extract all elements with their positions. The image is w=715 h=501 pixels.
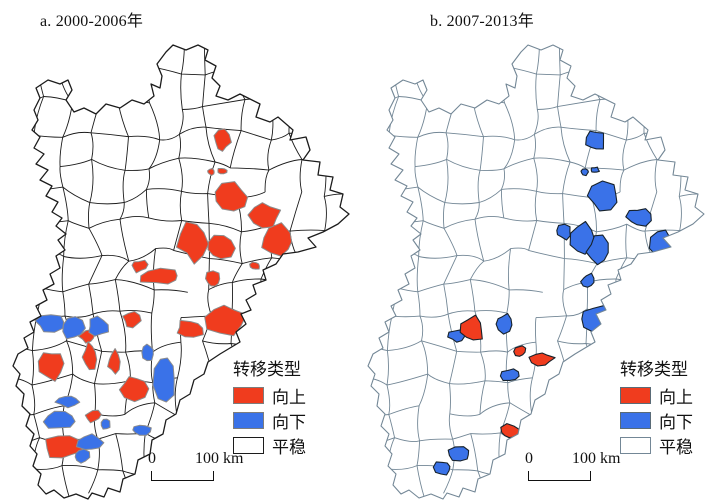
- county-down: [586, 180, 618, 212]
- stable-label: 平稳: [272, 438, 306, 457]
- county-down: [141, 343, 154, 362]
- legend-b-item-stable: 平稳: [620, 436, 693, 457]
- up-swatch: [233, 387, 264, 404]
- county-up: [37, 352, 65, 382]
- legend-b-item-down: 向下: [620, 411, 693, 432]
- county-up: [176, 319, 204, 338]
- county-up: [261, 222, 293, 257]
- county-up: [139, 267, 178, 285]
- county-down: [54, 395, 81, 409]
- up-swatch: [620, 387, 651, 404]
- scalebar-distance: 100 km: [572, 450, 621, 467]
- panel-a-title: a. 2000-2006年: [40, 13, 144, 30]
- county-up: [217, 168, 228, 175]
- panel-2007-2013: b. 2007-2013年 转移类型 向上 向下 平稳 0 100 km: [357, 0, 715, 501]
- county-up: [118, 376, 150, 403]
- county-down: [580, 168, 589, 177]
- county-up: [247, 202, 282, 229]
- up-label: 向上: [272, 388, 306, 407]
- scalebar-a: 0 100 km: [148, 450, 261, 482]
- county-down: [432, 461, 451, 476]
- county-down: [75, 433, 105, 450]
- county-up: [107, 348, 121, 375]
- county-up: [176, 221, 209, 265]
- county-down: [580, 272, 595, 288]
- transfer-type-counties: [34, 128, 293, 464]
- legend-b-title: 转移类型: [620, 360, 688, 379]
- region-outline: [12, 44, 350, 500]
- county-down: [625, 208, 652, 227]
- scalebar-zero: 0: [525, 450, 533, 467]
- county-down: [499, 368, 520, 381]
- county-map-2000-2006: [12, 44, 350, 500]
- up-label: 向上: [659, 388, 693, 407]
- stable-swatch: [233, 437, 264, 454]
- county-up: [213, 128, 232, 152]
- county-up: [207, 168, 215, 176]
- county-up: [207, 234, 236, 260]
- legend-b: 转移类型 向上 向下 平稳: [620, 355, 693, 457]
- county-down: [100, 418, 111, 430]
- county-up: [205, 270, 221, 287]
- legend-a-item-stable: 平稳: [233, 436, 306, 457]
- county-map-2007-2013: [367, 44, 705, 500]
- county-down: [495, 312, 513, 335]
- scalebar-zero: 0: [148, 450, 156, 467]
- county-up: [131, 259, 149, 274]
- county-up: [81, 341, 98, 371]
- down-swatch: [233, 412, 264, 429]
- county-down: [556, 223, 571, 241]
- transfer-type-counties: [432, 130, 674, 476]
- county-down: [74, 448, 91, 464]
- legend-b-item-up: 向上: [620, 386, 693, 407]
- county-up: [84, 409, 102, 424]
- down-label: 向下: [659, 413, 693, 432]
- county-down: [132, 424, 152, 436]
- county-up: [122, 311, 142, 329]
- panel-2000-2006: a. 2000-2006年 转移类型 向上 向下 平稳 0 100 km: [0, 0, 357, 501]
- county-down: [62, 316, 86, 340]
- stable-swatch: [620, 437, 651, 454]
- scalebar-b: 0 100 km: [525, 450, 638, 482]
- scalebar-bar: [151, 471, 214, 481]
- county-down: [42, 410, 76, 429]
- county-down: [152, 357, 175, 403]
- down-swatch: [620, 412, 651, 429]
- county-down: [590, 166, 600, 173]
- legend-a-item-down: 向下: [233, 411, 306, 432]
- panel-b-title: b. 2007-2013年: [430, 13, 534, 30]
- county-up: [214, 181, 249, 212]
- legend-a-title: 转移类型: [233, 360, 301, 379]
- county-down: [34, 314, 65, 333]
- county-up: [528, 352, 556, 367]
- down-label: 向下: [272, 413, 306, 432]
- county-down: [88, 315, 109, 337]
- legend-a: 转移类型 向上 向下 平稳: [233, 355, 306, 457]
- county-down: [585, 234, 609, 266]
- scalebar-bar: [528, 471, 591, 481]
- county-up: [459, 314, 483, 341]
- scalebar-distance: 100 km: [195, 450, 244, 467]
- region-outline: [367, 44, 705, 500]
- stable-label: 平稳: [659, 438, 693, 457]
- county-down: [585, 130, 605, 150]
- county-up: [249, 261, 260, 270]
- county-down: [447, 446, 470, 462]
- county-up: [513, 345, 527, 357]
- legend-a-item-up: 向上: [233, 386, 306, 407]
- county-up: [204, 304, 248, 337]
